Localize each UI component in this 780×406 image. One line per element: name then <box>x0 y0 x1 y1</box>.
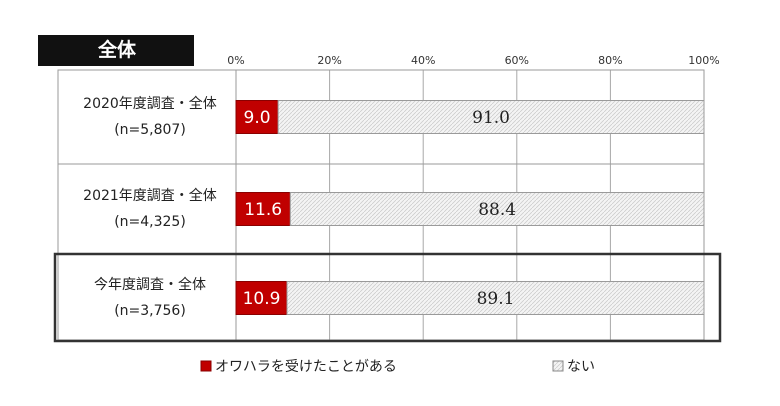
data-label: 10.9 <box>243 289 281 309</box>
bar-segment-yes <box>235 281 288 315</box>
category-label: 2020年度調査・全体 <box>83 95 217 112</box>
data-label: 91.0 <box>472 108 510 128</box>
x-tick-label: 60% <box>505 54 529 67</box>
category-sample-size: (n=5,807) <box>114 122 186 138</box>
bar-segment-yes <box>235 100 279 134</box>
category-sample-size: (n=4,325) <box>114 214 186 230</box>
category-label: 2021年度調査・全体 <box>83 187 217 204</box>
x-tick-label: 40% <box>411 54 435 67</box>
legend-swatch-yes <box>200 360 212 372</box>
bar-segment-no <box>289 192 705 226</box>
x-tick-label: 100% <box>688 54 719 67</box>
x-tick-label: 80% <box>598 54 622 67</box>
bar-segment-no <box>277 100 705 134</box>
x-tick-label: 20% <box>317 54 341 67</box>
bar-segment-yes <box>235 192 291 226</box>
legend-label: ない <box>567 359 595 375</box>
legend-swatch-no <box>552 360 564 372</box>
highlight-box <box>53 252 722 343</box>
data-label: 11.6 <box>244 200 282 220</box>
x-tick-label: 0% <box>227 54 244 67</box>
legend-label: オワハラを受けたことがある <box>215 359 397 375</box>
data-label: 89.1 <box>477 289 515 309</box>
data-label: 9.0 <box>244 108 271 128</box>
category-label: 今年度調査・全体 <box>94 276 206 293</box>
data-label: 88.4 <box>478 200 516 220</box>
bar-segment-no <box>286 281 705 315</box>
chart-title: 全体 <box>38 35 194 66</box>
category-sample-size: (n=3,756) <box>114 303 186 319</box>
